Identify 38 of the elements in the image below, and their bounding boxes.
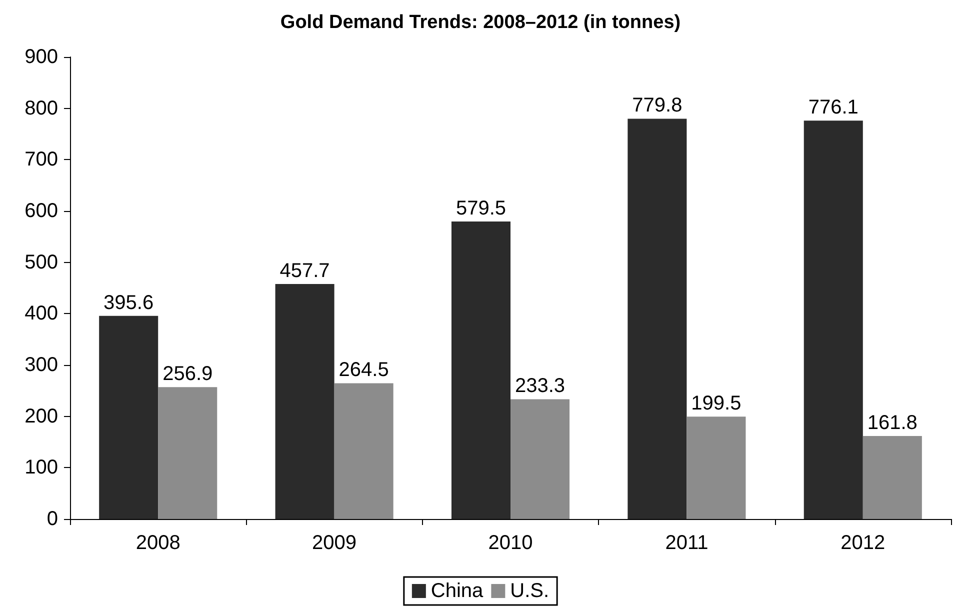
- bar: [628, 118, 687, 519]
- bar: [804, 120, 863, 519]
- y-tick-label: 200: [24, 405, 58, 428]
- y-tick-label: 100: [24, 456, 58, 479]
- legend-label: China: [430, 580, 484, 602]
- x-tick-label: 2012: [840, 532, 886, 554]
- data-label: 233.3: [514, 375, 566, 398]
- bar: [334, 383, 394, 519]
- bar: [275, 284, 334, 519]
- y-tick-label: 300: [24, 354, 58, 376]
- data-label: 199.5: [691, 392, 742, 415]
- x-tick-label: 2008: [136, 532, 180, 554]
- bar: [158, 387, 218, 519]
- y-tick-label: 700: [24, 148, 58, 171]
- data-label: 264.5: [338, 359, 389, 382]
- x-tick-label: 2009: [312, 532, 357, 554]
- data-label: 579.5: [456, 198, 506, 220]
- data-label: 161.8: [867, 412, 918, 434]
- data-label: 256.9: [162, 363, 213, 386]
- y-tick-label: 800: [24, 97, 58, 120]
- y-tick-label: 400: [24, 302, 58, 325]
- y-tick-label: 0: [46, 508, 58, 530]
- data-label: 776.1: [808, 96, 858, 119]
- x-tick-label: 2010: [488, 532, 533, 554]
- x-tick-label: 2011: [665, 532, 708, 554]
- bar: [862, 436, 922, 519]
- data-label: 457.7: [280, 260, 330, 282]
- chart-title: Gold Demand Trends: 2008–2012 (in tonnes): [280, 12, 681, 33]
- bar: [686, 416, 746, 519]
- bar: [510, 399, 570, 519]
- y-tick-label: 500: [24, 251, 58, 274]
- data-label: 395.6: [104, 292, 154, 314]
- bar: [451, 222, 510, 519]
- bar: [99, 316, 158, 519]
- y-tick-label: 900: [24, 46, 58, 68]
- legend-label: U.S.: [510, 580, 550, 602]
- y-tick-label: 600: [24, 200, 58, 222]
- data-label: 779.8: [632, 94, 682, 117]
